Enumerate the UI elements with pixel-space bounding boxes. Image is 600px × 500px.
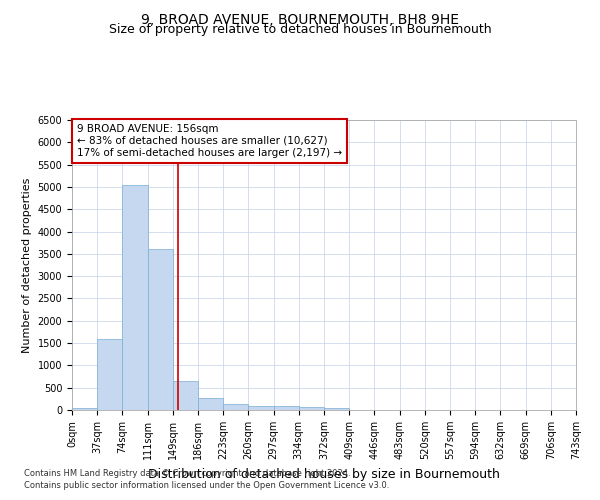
- Y-axis label: Number of detached properties: Number of detached properties: [22, 178, 32, 352]
- Text: Contains public sector information licensed under the Open Government Licence v3: Contains public sector information licen…: [24, 481, 389, 490]
- Text: Size of property relative to detached houses in Bournemouth: Size of property relative to detached ho…: [109, 22, 491, 36]
- Bar: [122, 184, 148, 410]
- Text: Contains HM Land Registry data © Crown copyright and database right 2024.: Contains HM Land Registry data © Crown c…: [24, 468, 350, 477]
- Bar: [248, 406, 274, 410]
- Bar: [72, 408, 97, 410]
- Bar: [173, 380, 198, 410]
- Bar: [148, 250, 173, 410]
- Bar: [299, 408, 324, 410]
- Bar: [223, 404, 248, 410]
- X-axis label: Distribution of detached houses by size in Bournemouth: Distribution of detached houses by size …: [148, 468, 500, 480]
- Text: 9 BROAD AVENUE: 156sqm
← 83% of detached houses are smaller (10,627)
17% of semi: 9 BROAD AVENUE: 156sqm ← 83% of detached…: [77, 124, 342, 158]
- Bar: [274, 406, 299, 410]
- Bar: [198, 398, 223, 410]
- Bar: [324, 408, 349, 410]
- Text: 9, BROAD AVENUE, BOURNEMOUTH, BH8 9HE: 9, BROAD AVENUE, BOURNEMOUTH, BH8 9HE: [141, 12, 459, 26]
- Bar: [97, 338, 122, 410]
